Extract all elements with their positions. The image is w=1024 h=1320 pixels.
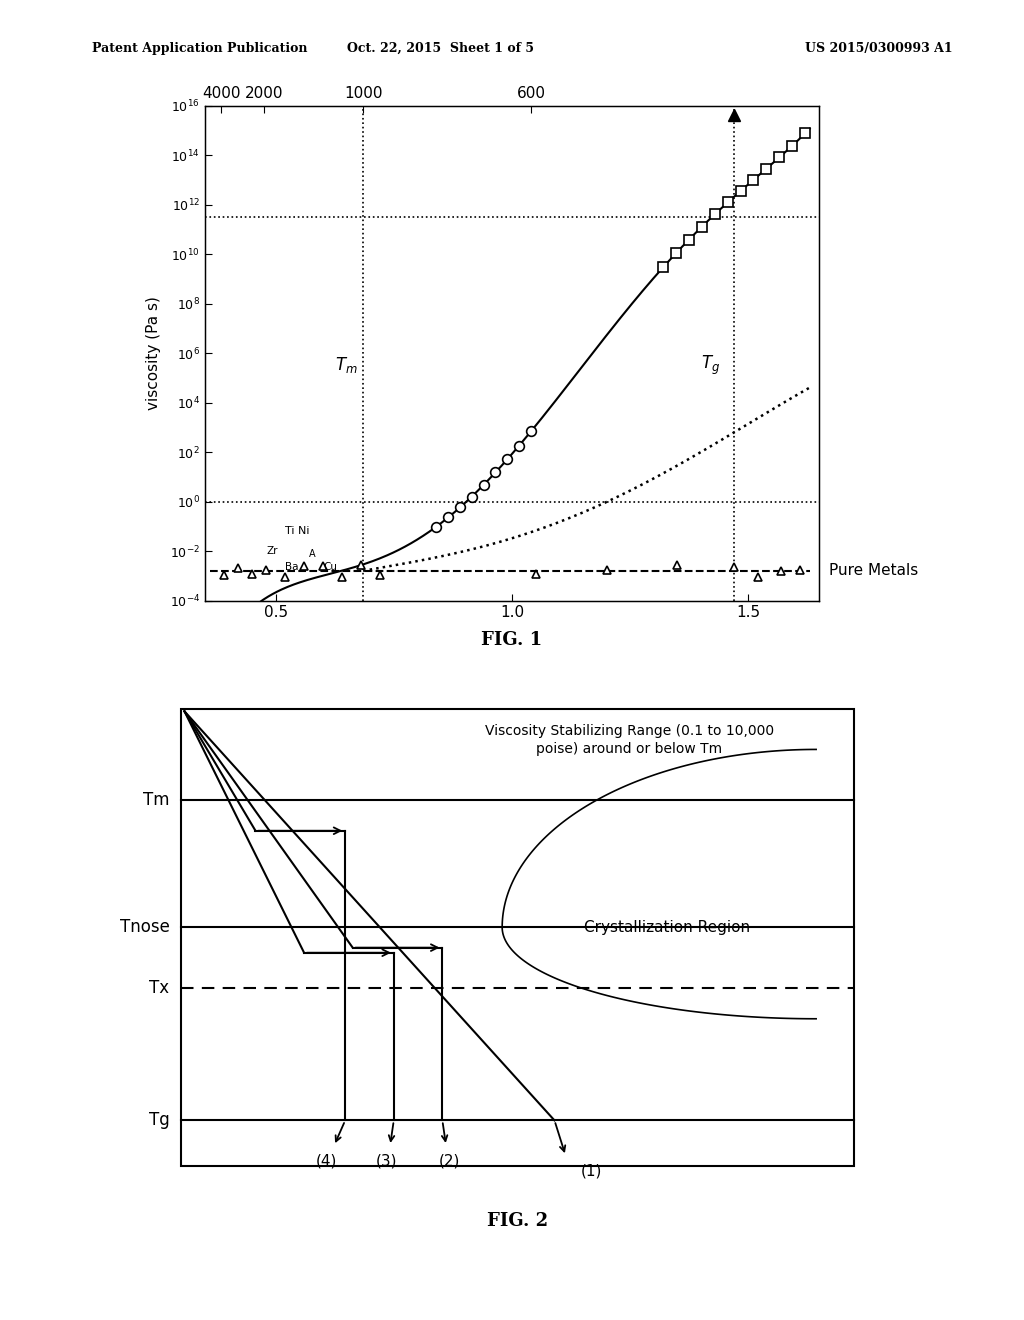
Text: $T_g$: $T_g$ xyxy=(701,354,720,378)
Text: Tx: Tx xyxy=(150,979,170,998)
Text: A: A xyxy=(309,549,315,558)
Text: Tg: Tg xyxy=(148,1111,170,1130)
Text: Tm: Tm xyxy=(143,791,170,809)
Text: (3): (3) xyxy=(376,1154,397,1168)
Text: Ti Ni: Ti Ni xyxy=(285,527,309,536)
Text: (1): (1) xyxy=(581,1164,602,1179)
Text: Crystallization Region: Crystallization Region xyxy=(584,920,750,935)
Text: US 2015/0300993 A1: US 2015/0300993 A1 xyxy=(805,42,952,55)
Text: FIG. 2: FIG. 2 xyxy=(486,1212,548,1230)
Text: Pure Metals: Pure Metals xyxy=(828,564,918,578)
Text: Viscosity Stabilizing Range (0.1 to 10,000
poise) around or below Tm: Viscosity Stabilizing Range (0.1 to 10,0… xyxy=(484,725,774,756)
Text: Ba: Ba xyxy=(286,562,299,572)
Text: FIG. 1: FIG. 1 xyxy=(481,631,543,649)
Text: Oct. 22, 2015  Sheet 1 of 5: Oct. 22, 2015 Sheet 1 of 5 xyxy=(347,42,534,55)
Text: Tnose: Tnose xyxy=(120,919,170,936)
Text: $T_m$: $T_m$ xyxy=(335,355,358,375)
Text: (4): (4) xyxy=(315,1154,337,1168)
Text: Patent Application Publication: Patent Application Publication xyxy=(92,42,307,55)
Y-axis label: viscosity (Pa s): viscosity (Pa s) xyxy=(146,296,161,411)
Text: Cu: Cu xyxy=(323,562,337,572)
Text: Zr: Zr xyxy=(266,546,279,556)
Text: (2): (2) xyxy=(439,1154,461,1168)
